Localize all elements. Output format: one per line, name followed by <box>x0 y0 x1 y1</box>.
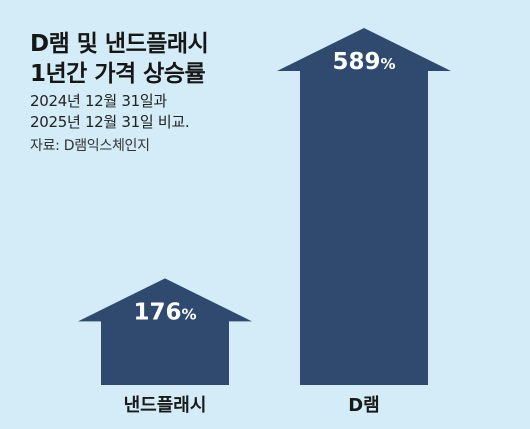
chart-subtitle: 2024년 12월 31일과 2025년 12월 31일 비교. <box>30 91 190 133</box>
chart-title: D램 및 낸드플래시 1년간 가격 상승률 <box>30 29 209 89</box>
chart-source: 자료: D램익스체인지 <box>30 138 150 154</box>
chart-subtitle-line-1: 2024년 12월 31일과 <box>30 92 167 110</box>
chart-title-line-2: 1년간 가격 상승률 <box>30 61 206 87</box>
arrow-bar-1 <box>78 278 252 385</box>
category-label-1: 낸드플래시 <box>124 395 207 416</box>
chart-title-line-1: D램 및 낸드플래시 <box>30 31 209 57</box>
category-label-2: D램 <box>348 395 380 416</box>
arrow-bar-2 <box>277 28 451 385</box>
chart-subtitle-line-2: 2025년 12월 31일 비교. <box>30 113 190 131</box>
value-label-1: 176% <box>133 299 196 325</box>
value-label-2: 589% <box>332 49 395 75</box>
